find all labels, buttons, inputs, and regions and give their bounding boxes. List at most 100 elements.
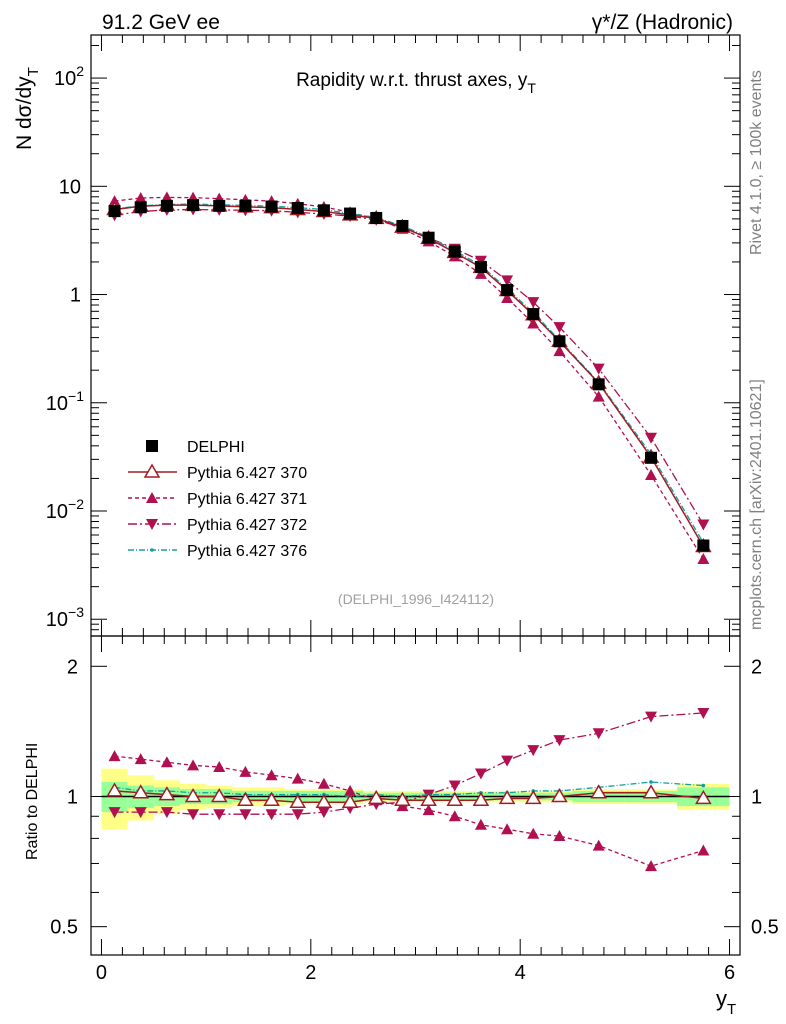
p371-ratio-point <box>239 765 252 777</box>
y-tick-label: 102 <box>54 63 84 90</box>
p371-ratio-point <box>160 756 173 768</box>
p371-point <box>697 553 710 565</box>
p371-ratio-point <box>527 827 540 839</box>
p371-ratio-point <box>213 760 226 772</box>
p371-point <box>553 345 566 357</box>
p370-ratio-point <box>551 787 568 803</box>
main-series-layer <box>106 191 712 565</box>
legend-marker-p376 <box>150 548 154 552</box>
p376-line <box>114 203 704 543</box>
p371-ratio-point <box>448 810 461 822</box>
p372-ratio-point <box>645 711 658 723</box>
p372-ratio-point <box>474 768 487 780</box>
legend-marker-data <box>146 440 158 452</box>
p371-ratio-point <box>501 823 514 835</box>
data-point <box>239 199 252 212</box>
observable-group-label: γ*/Z (Hadronic) <box>592 11 733 34</box>
ratio-y-tick-label: 0.5 <box>50 917 78 939</box>
data-point <box>291 202 304 215</box>
p370-ratio-point <box>446 791 464 807</box>
p370-ratio-point <box>472 791 490 807</box>
p370-ratio-point <box>695 789 712 805</box>
data-point <box>108 205 121 218</box>
p370-ratio-point <box>498 789 516 805</box>
x-axis-label: yT <box>716 986 736 1018</box>
legend-label-p370: Pythia 6.427 370 <box>187 465 307 482</box>
p370-ratio-point <box>289 793 307 808</box>
y-tick-label: 10−3 <box>46 604 84 631</box>
x-tick-label: 2 <box>305 962 316 984</box>
data-point <box>187 199 200 212</box>
p371-ratio-point <box>291 772 304 784</box>
plot-title: Rapidity w.r.t. thrust axes, yT <box>296 70 536 96</box>
p371-point <box>134 191 147 203</box>
p371-ratio-line <box>114 755 704 867</box>
data-point <box>213 199 226 212</box>
ratio-y-tick-label: 1 <box>67 786 78 808</box>
x-tick-label: 0 <box>96 962 107 984</box>
p372-ratio-point <box>213 809 226 821</box>
data-point <box>553 335 566 348</box>
p371-ratio-point <box>697 844 710 856</box>
ratio-y-tick-label-right: 1 <box>751 786 762 808</box>
main-y-label: N dσ/dyT <box>13 67 42 150</box>
data-point <box>697 539 710 552</box>
p376-ratio-point <box>701 783 706 788</box>
p370-ratio-point <box>341 793 359 808</box>
p371-ratio-point <box>317 777 330 789</box>
series-data <box>108 199 710 552</box>
p371-ratio-point <box>265 769 278 781</box>
legend-marker-p372 <box>146 519 158 530</box>
p371-point <box>108 195 121 207</box>
main-panel: 10−3 10−2 10−1 1 10 102 Rapidity w.r.t. thrus… <box>13 34 741 637</box>
p372-point <box>553 322 566 334</box>
p370-ratio-point <box>524 789 542 805</box>
p372-point <box>645 432 658 444</box>
p372-point <box>592 363 605 375</box>
legend-label-p372: Pythia 6.427 372 <box>187 517 307 534</box>
ratio-series-p370 <box>106 782 712 808</box>
data-point <box>448 245 461 258</box>
p372-ratio-point <box>160 807 173 819</box>
p372-ratio-point <box>108 807 121 819</box>
p370-ratio-point <box>642 784 660 799</box>
legend-label-p371: Pythia 6.427 371 <box>187 491 307 508</box>
p370-ratio-point <box>210 787 228 803</box>
data-point <box>645 451 658 464</box>
p370-ratio-point <box>263 791 280 807</box>
ratio-y-tick-label-right: 0.5 <box>751 917 779 939</box>
data-point <box>265 200 278 213</box>
y-tick-label: 1 <box>70 285 81 307</box>
p371-ratio-point <box>187 759 200 771</box>
p371-point <box>474 267 487 279</box>
p371-point <box>592 390 605 402</box>
p376-ratio-point <box>649 780 653 784</box>
p370-ratio-point <box>315 793 333 808</box>
mcplots-label: mcplots.cern.ch [arXiv:2401.10621] <box>748 379 765 630</box>
y-tick-label: 10−2 <box>46 496 84 523</box>
data-point <box>160 199 173 212</box>
data-point <box>422 231 435 244</box>
legend: DELPHI Pythia 6.427 370 Pythia 6.427 371 Py… <box>128 439 307 560</box>
p372-point <box>527 297 540 309</box>
p372-ratio-point <box>265 809 278 821</box>
ratio-series-p371 <box>108 750 710 872</box>
p370-ratio-point <box>184 787 202 803</box>
p370-ratio-point <box>367 789 385 805</box>
ratio-y-label: Ratio to DELPHI <box>24 743 41 860</box>
p370-ratio-point <box>394 791 411 807</box>
main-y-axis: 10−3 10−2 10−1 1 10 102 <box>46 35 740 637</box>
p372-point <box>501 275 514 287</box>
p370-ratio-point <box>237 791 254 807</box>
p370-ratio-point <box>106 782 123 797</box>
p370-ratio-point <box>590 784 607 799</box>
p370-ratio-point <box>420 791 437 807</box>
p372-ratio-point <box>134 807 147 819</box>
data-point <box>370 211 383 224</box>
ratio-y-tick-label-right: 2 <box>751 656 762 678</box>
p371-point <box>501 291 514 303</box>
p371-ratio-point <box>474 818 487 830</box>
p371-point <box>645 469 658 481</box>
process-label: 91.2 GeV ee <box>102 11 220 34</box>
data-point <box>474 260 487 273</box>
